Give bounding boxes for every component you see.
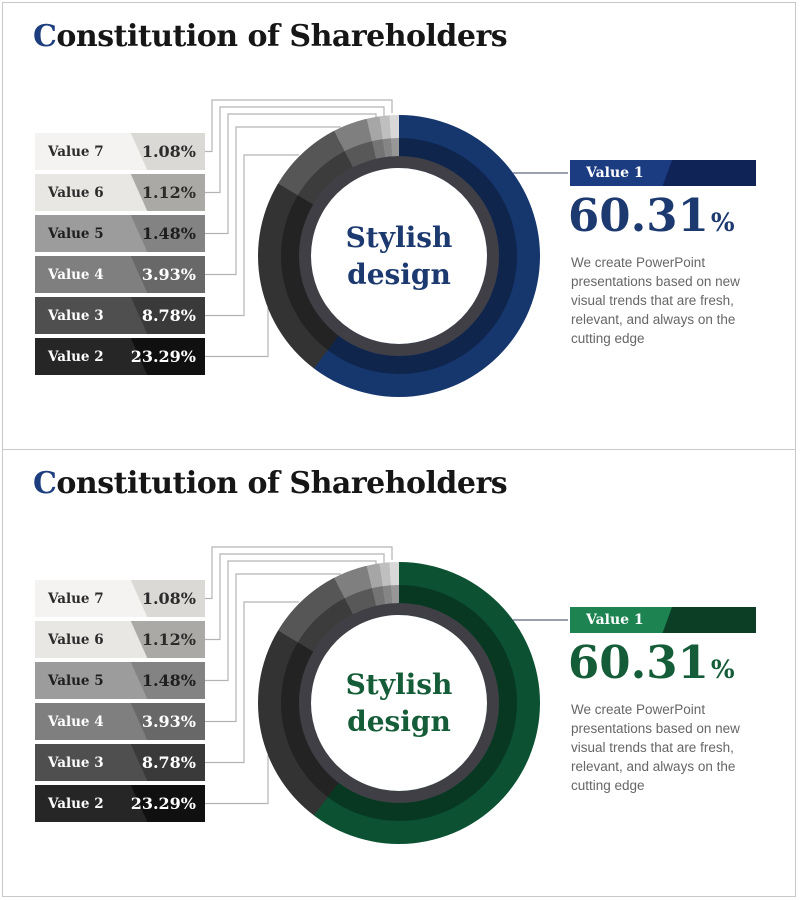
legend-value: 1.48% (141, 224, 196, 243)
page-title: Constitution of Shareholders (33, 462, 508, 506)
title-initial: C (33, 19, 57, 54)
legend-value: 8.78% (141, 753, 196, 772)
connector-value-6 (205, 553, 385, 641)
donut-center-label: Stylish design (311, 168, 487, 344)
donut-center-label: Stylish design (311, 615, 487, 791)
percent-sign: % (710, 655, 735, 684)
connector-lines (205, 546, 568, 805)
legend-value: 1.08% (141, 589, 196, 608)
legend-value: 1.48% (141, 671, 196, 690)
donut-chart: Stylish design (258, 562, 540, 844)
legend-value: 23.29% (130, 347, 196, 366)
connector-value-4 (205, 126, 341, 276)
legend-label: Value 4 (48, 713, 104, 730)
legend-label: Value 5 (48, 225, 104, 242)
legend-item-value-6: Value 6 1.12% (35, 621, 205, 658)
title-rest: onstitution of Shareholders (56, 466, 508, 501)
value1-description: We create PowerPoint presentations based… (571, 702, 740, 793)
donut-chart: Stylish design (258, 115, 540, 397)
legend-item-value-3: Value 3 8.78% (35, 744, 205, 781)
connector-value-4 (205, 573, 341, 723)
slide-green: Constitution of Shareholders Value 7 1.08… (2, 449, 796, 897)
legend-value: 3.93% (141, 712, 196, 731)
legend: Value 7 1.08% Value 6 1.12% Value 5 1.48% Valu… (35, 133, 205, 379)
percent-sign: % (710, 208, 735, 237)
connector-value-2 (205, 308, 269, 358)
value1-banner: Value 1 (570, 160, 756, 186)
legend-value: 23.29% (130, 794, 196, 813)
legend-label: Value 2 (48, 795, 104, 812)
value1-banner-label: Value 1 (586, 612, 644, 628)
legend-value: 1.08% (141, 142, 196, 161)
connector-value-2 (205, 755, 269, 805)
legend-item-value-3: Value 3 8.78% (35, 297, 205, 334)
connector-value-6 (205, 106, 385, 194)
legend: Value 7 1.08% Value 6 1.12% Value 5 1.48% Valu… (35, 580, 205, 826)
legend-label: Value 5 (48, 672, 104, 689)
connector-value-7 (205, 99, 393, 153)
legend-label: Value 7 (48, 143, 104, 160)
legend-item-value-7: Value 7 1.08% (35, 580, 205, 617)
center-text-line1: Stylish (345, 668, 453, 701)
legend-value: 8.78% (141, 306, 196, 325)
connector-value-3 (205, 601, 299, 764)
page-title: Constitution of Shareholders (33, 15, 508, 59)
title-initial: C (33, 466, 57, 501)
legend-item-value-5: Value 5 1.48% (35, 215, 205, 252)
value1-percentage: 60.31% (568, 636, 735, 689)
center-text-line2: design (347, 258, 451, 291)
value1-description: We create PowerPoint presentations based… (571, 255, 740, 346)
legend-value: 1.12% (141, 183, 196, 202)
legend-value: 3.93% (141, 265, 196, 284)
legend-item-value-4: Value 4 3.93% (35, 703, 205, 740)
legend-item-value-2: Value 2 23.29% (35, 338, 205, 375)
legend-label: Value 3 (48, 754, 104, 771)
legend-item-value-2: Value 2 23.29% (35, 785, 205, 822)
value1-banner-label: Value 1 (586, 165, 644, 181)
slide-navy: Constitution of Shareholders Value 7 1.08… (2, 2, 796, 450)
legend-label: Value 2 (48, 348, 104, 365)
value1-percentage: 60.31% (568, 189, 735, 242)
legend-label: Value 7 (48, 590, 104, 607)
value1-number: 60.31 (568, 189, 709, 242)
connector-value-7 (205, 546, 393, 600)
legend-label: Value 6 (48, 631, 104, 648)
center-text-line1: Stylish (345, 221, 453, 254)
title-rest: onstitution of Shareholders (56, 19, 508, 54)
legend-item-value-5: Value 5 1.48% (35, 662, 205, 699)
legend-label: Value 6 (48, 184, 104, 201)
legend-label: Value 4 (48, 266, 104, 283)
center-text-line2: design (347, 705, 451, 738)
legend-label: Value 3 (48, 307, 104, 324)
legend-item-value-7: Value 7 1.08% (35, 133, 205, 170)
value1-number: 60.31 (568, 636, 709, 689)
legend-item-value-6: Value 6 1.12% (35, 174, 205, 211)
legend-item-value-4: Value 4 3.93% (35, 256, 205, 293)
legend-value: 1.12% (141, 630, 196, 649)
connector-value-3 (205, 154, 299, 317)
value1-banner: Value 1 (570, 607, 756, 633)
